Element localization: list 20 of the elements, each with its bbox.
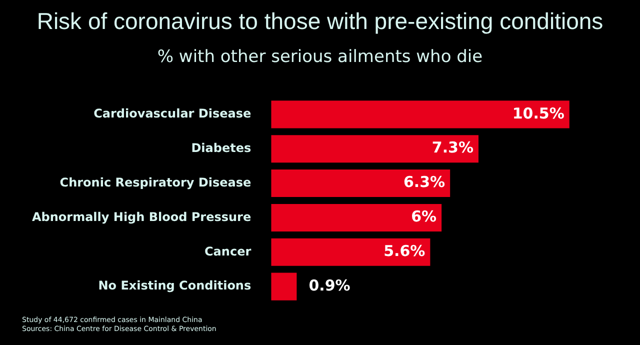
data-label: 0.9% — [308, 276, 350, 294]
data-label: 7.3% — [432, 138, 474, 157]
bar — [271, 135, 478, 163]
y-tick-label: Cancer — [204, 244, 252, 258]
y-tick-label: Diabetes — [191, 140, 252, 155]
bar — [271, 272, 297, 300]
chart-subtitle: % with other serious ailments who die — [156, 46, 484, 67]
data-label: 6% — [411, 208, 437, 226]
y-tick-label: Cardiovascular Disease — [94, 106, 252, 121]
data-label: 5.6% — [384, 242, 426, 260]
bar — [271, 100, 570, 128]
bar — [271, 204, 442, 232]
y-tick-label: No Existing Conditions — [98, 278, 252, 293]
chart-title: Risk of coronavirus to those with pre-existing conditions — [36, 7, 604, 35]
y-tick-label: Abnormally High Blood Pressure — [32, 210, 252, 224]
data-label: 6.3% — [403, 173, 446, 192]
data-label: 10.5% — [512, 104, 564, 122]
bar — [271, 170, 450, 198]
bar — [271, 238, 430, 266]
y-tick-label: Chronic Respiratory Disease — [60, 175, 252, 190]
